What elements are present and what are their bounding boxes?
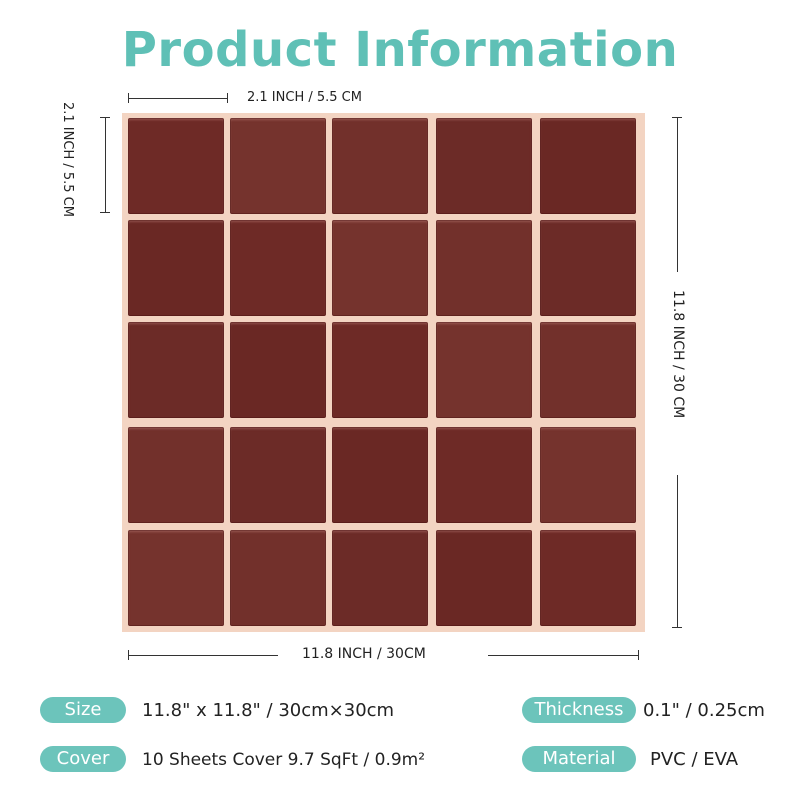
tile (128, 322, 224, 418)
tile (332, 530, 428, 626)
tile (436, 427, 532, 523)
tile (436, 530, 532, 626)
sheet-height-cap (672, 117, 682, 118)
tile-height-cap (100, 212, 110, 213)
tile-width-line (128, 98, 228, 99)
thickness-value: 0.1" / 0.25cm (643, 700, 765, 721)
sheet-height-cap (672, 627, 682, 628)
tile-height-cap (100, 117, 110, 118)
material-badge: Material (522, 746, 636, 772)
size-value: 11.8" x 11.8" / 30cm×30cm (142, 700, 395, 721)
tile (540, 427, 636, 523)
tile (230, 118, 326, 214)
tile (436, 118, 532, 214)
tile (230, 530, 326, 626)
tile-width-cap (128, 93, 129, 103)
tile (436, 322, 532, 418)
thickness-badge: Thickness (522, 697, 636, 723)
cover-value: 10 Sheets Cover 9.7 SqFt / 0.9m² (142, 750, 426, 770)
tile-width-cap (227, 93, 228, 103)
sheet-height-label: 11.8 INCH / 30 CM (670, 290, 686, 419)
tile (230, 322, 326, 418)
tile (332, 322, 428, 418)
tile (332, 220, 428, 316)
sheet-width-line (128, 655, 278, 656)
tile (128, 118, 224, 214)
sheet-height-line (677, 117, 678, 272)
tile (128, 530, 224, 626)
sheet-width-label: 11.8 INCH / 30CM (302, 646, 426, 662)
tile-height-line (105, 117, 106, 213)
tile (230, 220, 326, 316)
sheet-width-cap (128, 650, 129, 660)
tile (128, 427, 224, 523)
tile (230, 427, 326, 523)
tile (436, 220, 532, 316)
tile (540, 118, 636, 214)
sheet-width-cap (638, 650, 639, 660)
tile-sheet (122, 113, 645, 632)
page-title: Product Information (121, 22, 679, 78)
tile (128, 220, 224, 316)
material-value: PVC / EVA (650, 749, 739, 770)
tile-width-label: 2.1 INCH / 5.5 CM (247, 90, 362, 105)
sheet-height-line (677, 475, 678, 627)
tile (332, 118, 428, 214)
tile (540, 322, 636, 418)
tile-height-label: 2.1 INCH / 5.5 CM (60, 102, 75, 217)
tile (540, 530, 636, 626)
cover-badge: Cover (40, 746, 126, 772)
size-badge: Size (40, 697, 126, 723)
tile (332, 427, 428, 523)
sheet-width-line (488, 655, 639, 656)
tile (540, 220, 636, 316)
